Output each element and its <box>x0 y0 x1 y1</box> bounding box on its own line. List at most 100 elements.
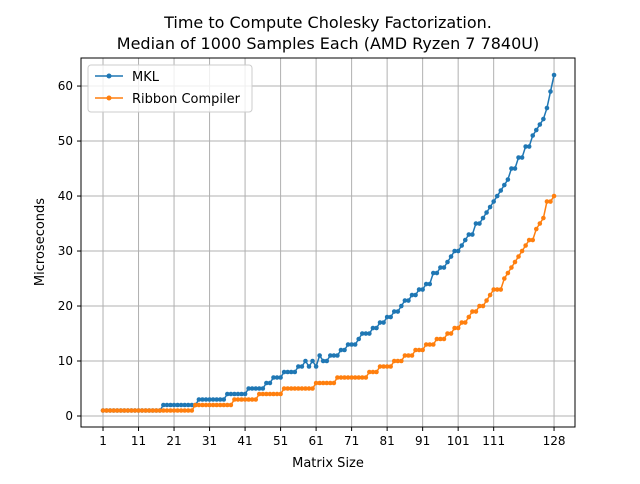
y-tick-label: 60 <box>58 79 73 93</box>
data-point <box>544 105 550 111</box>
data-point <box>264 380 269 386</box>
data-point <box>391 309 397 314</box>
data-point <box>441 336 447 342</box>
data-point <box>367 331 372 336</box>
data-point <box>267 391 273 397</box>
data-point <box>466 314 472 320</box>
data-point <box>185 402 191 408</box>
data-point <box>260 391 266 397</box>
data-point <box>146 408 152 413</box>
data-point <box>409 353 415 358</box>
x-tick-label: 21 <box>166 434 181 448</box>
data-point <box>477 221 482 226</box>
data-point <box>402 298 408 303</box>
data-point <box>541 116 546 122</box>
x-tick-label: 51 <box>273 434 288 448</box>
data-point <box>320 380 326 386</box>
data-point <box>171 402 177 408</box>
data-point <box>537 221 543 226</box>
x-tick-label: 41 <box>237 434 252 448</box>
data-point <box>470 232 475 237</box>
x-tick-label: 61 <box>308 434 323 448</box>
data-point <box>317 353 322 358</box>
data-point <box>502 182 507 188</box>
series-line <box>103 195 555 412</box>
data-point <box>381 320 386 325</box>
data-point <box>200 402 205 408</box>
data-point <box>182 408 188 413</box>
data-point <box>292 386 298 391</box>
data-point <box>395 309 401 314</box>
data-point <box>498 188 504 193</box>
data-point <box>509 265 514 270</box>
data-point <box>505 270 511 276</box>
data-point <box>455 325 461 331</box>
data-point <box>512 166 518 171</box>
data-point <box>537 122 543 127</box>
data-point <box>356 375 362 380</box>
data-point <box>494 193 500 199</box>
data-point <box>359 331 365 336</box>
data-point <box>136 408 141 413</box>
data-point <box>402 353 408 358</box>
data-point <box>384 314 390 320</box>
data-point <box>310 358 315 364</box>
legend-box <box>87 64 253 113</box>
data-point <box>423 281 429 287</box>
data-point <box>399 303 404 309</box>
data-point <box>395 358 401 364</box>
data-point <box>505 177 511 182</box>
data-point <box>377 364 383 369</box>
data-point <box>207 397 212 402</box>
data-point <box>516 155 521 160</box>
data-point <box>324 380 330 386</box>
x-axis-label: Matrix Size <box>292 456 364 471</box>
data-point <box>175 408 180 413</box>
data-point <box>519 155 525 160</box>
data-point <box>203 402 209 408</box>
data-point <box>466 232 472 237</box>
legend: MKL Ribbon Compiler <box>87 64 253 113</box>
chart-title-line-2: Median of 1000 Samples Each (AMD Ryzen 7… <box>117 34 539 53</box>
data-point <box>462 237 468 243</box>
data-point <box>349 375 354 380</box>
data-point <box>246 386 251 391</box>
data-point <box>288 369 294 375</box>
data-point <box>430 270 436 276</box>
data-point <box>150 408 156 413</box>
data-point <box>210 397 216 402</box>
data-point <box>217 402 223 408</box>
data-point <box>228 391 234 397</box>
data-point <box>523 144 528 149</box>
data-point <box>171 408 177 413</box>
data-point <box>175 402 180 408</box>
data-point <box>399 358 404 364</box>
data-point <box>239 397 244 402</box>
data-point <box>359 375 365 380</box>
x-tick-label: 101 <box>447 434 470 448</box>
data-point <box>391 358 397 364</box>
x-tick-label: 128 <box>543 434 566 448</box>
data-point <box>480 215 486 221</box>
data-point <box>317 380 322 386</box>
data-point <box>438 336 443 342</box>
data-point <box>473 221 479 226</box>
data-point <box>516 254 521 259</box>
data-point <box>530 237 536 243</box>
data-point <box>328 353 333 358</box>
data-point <box>462 320 468 325</box>
y-tick-label: 40 <box>58 189 73 203</box>
data-point <box>363 375 369 380</box>
data-point <box>132 408 138 413</box>
data-point <box>125 408 131 413</box>
y-tick-label: 10 <box>58 354 73 368</box>
data-point <box>107 408 113 413</box>
data-point <box>423 342 429 347</box>
data-point <box>487 204 493 210</box>
data-point <box>345 342 351 347</box>
data-point <box>352 342 358 347</box>
data-point <box>509 166 514 171</box>
data-point <box>161 402 166 408</box>
data-point <box>235 391 241 397</box>
